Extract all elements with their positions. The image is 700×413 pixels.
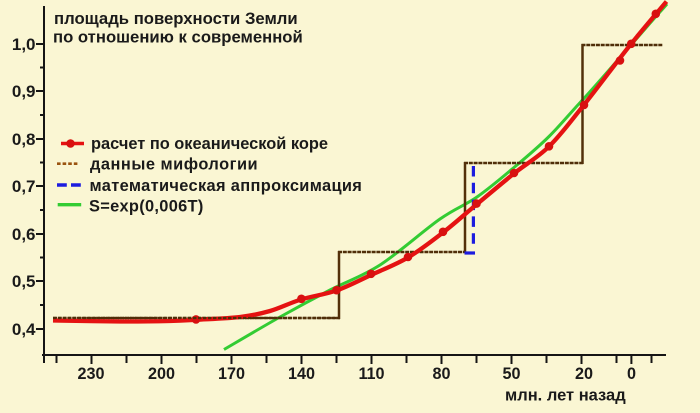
svg-text:80: 80	[432, 365, 450, 383]
svg-text:0,7: 0,7	[12, 177, 36, 196]
svg-text:по отношению к современной: по отношению к современной	[53, 28, 303, 47]
svg-text:140: 140	[288, 365, 315, 383]
svg-text:0,8: 0,8	[12, 130, 36, 149]
svg-text:млн. лет назад: млн. лет назад	[505, 387, 626, 405]
svg-text:1,0: 1,0	[12, 35, 36, 54]
svg-text:0,9: 0,9	[12, 82, 36, 101]
svg-text:110: 110	[358, 365, 384, 383]
svg-text:170: 170	[218, 365, 245, 383]
svg-text:площадь поверхности Земли: площадь поверхности Земли	[54, 9, 298, 28]
svg-text:50: 50	[502, 365, 520, 383]
svg-text:данные мифологии: данные мифологии	[90, 156, 258, 174]
svg-text:0,4: 0,4	[12, 320, 36, 339]
svg-text:математическая аппроксимация: математическая аппроксимация	[90, 177, 363, 195]
svg-text:0: 0	[627, 365, 636, 383]
svg-text:S=exp(0,006T): S=exp(0,006T)	[89, 198, 204, 216]
svg-text:230: 230	[77, 365, 104, 383]
svg-text:200: 200	[148, 365, 175, 383]
svg-text:20: 20	[575, 365, 593, 383]
svg-text:расчет по океанической коре: расчет по океанической коре	[91, 135, 328, 153]
svg-text:0,5: 0,5	[12, 272, 36, 291]
svg-text:0,6: 0,6	[12, 225, 36, 244]
